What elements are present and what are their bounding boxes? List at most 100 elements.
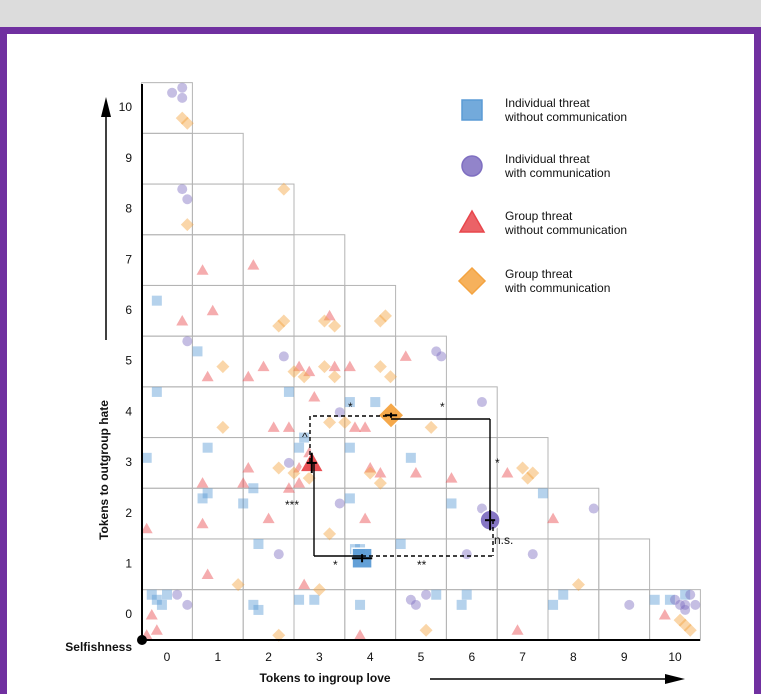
point	[680, 589, 691, 600]
x-axis-label: Tokens to ingroup love	[259, 671, 390, 685]
point	[409, 467, 422, 478]
point	[588, 503, 599, 514]
legend-label: Individual threat without communication	[505, 96, 628, 124]
point	[363, 466, 377, 480]
point	[410, 599, 421, 610]
grid-cell	[547, 487, 600, 540]
point	[231, 578, 245, 592]
point	[146, 589, 157, 600]
y-axis-label: Tokens to outgroup hate	[97, 400, 111, 540]
point	[277, 182, 291, 196]
x-tick-label: 2	[265, 650, 272, 664]
y-tick-label: 4	[125, 404, 132, 418]
annotation: n.s.	[494, 533, 513, 547]
point	[172, 589, 183, 600]
point	[399, 350, 412, 361]
point	[673, 613, 687, 627]
point	[374, 467, 387, 478]
point	[370, 397, 381, 408]
point	[624, 599, 635, 610]
legend-label: Group threat with communication	[505, 267, 611, 295]
x-tick-label: 5	[418, 650, 425, 664]
x-tick-label: 3	[316, 650, 323, 664]
point	[242, 370, 255, 382]
grid-cell	[191, 132, 244, 185]
point	[140, 522, 153, 534]
point	[167, 87, 178, 98]
point	[196, 517, 209, 529]
point	[359, 512, 372, 524]
point	[283, 386, 294, 397]
y-tick-label: 2	[125, 506, 132, 520]
point	[547, 512, 560, 524]
point	[273, 549, 284, 560]
point	[571, 578, 585, 592]
point	[323, 527, 337, 541]
point	[405, 594, 416, 605]
top-bar	[0, 0, 761, 28]
point	[216, 360, 230, 374]
point	[501, 467, 514, 478]
x-tick-label: 7	[519, 650, 526, 664]
legend-label: Group threat without communication	[505, 209, 628, 237]
grid-cell	[242, 183, 295, 236]
point	[182, 336, 193, 347]
point	[262, 512, 275, 524]
legend-marker	[457, 266, 487, 296]
point	[180, 116, 194, 130]
y-tick-label: 8	[125, 202, 132, 216]
point	[196, 477, 209, 488]
point	[182, 599, 193, 610]
point	[678, 618, 692, 632]
point	[395, 539, 406, 550]
point	[299, 432, 310, 443]
point	[175, 111, 189, 125]
point	[446, 498, 457, 509]
point	[354, 629, 367, 640]
point	[675, 599, 686, 610]
point	[298, 578, 311, 590]
point	[277, 314, 291, 328]
point	[359, 421, 372, 432]
point	[308, 390, 321, 402]
y-tick-label: 9	[125, 151, 132, 165]
x-tick-label: 4	[367, 650, 374, 664]
point	[156, 599, 167, 610]
point	[683, 623, 697, 637]
point	[323, 415, 337, 429]
point	[201, 568, 214, 579]
point	[162, 589, 172, 600]
point	[355, 599, 366, 610]
point	[192, 346, 203, 357]
y-tick-label: 7	[125, 252, 132, 266]
annotation: **	[417, 558, 427, 572]
point	[272, 319, 286, 333]
annotation: *	[348, 400, 353, 414]
point	[176, 314, 189, 326]
point	[267, 421, 280, 432]
x-tick-label: 9	[621, 650, 628, 664]
point	[182, 194, 193, 205]
point	[461, 589, 472, 600]
point	[282, 482, 295, 493]
point	[526, 466, 540, 480]
point	[238, 498, 249, 509]
y-arrow-head	[101, 97, 111, 117]
point	[670, 594, 680, 605]
point	[278, 351, 289, 362]
point	[180, 218, 194, 232]
grid-cell	[445, 386, 498, 439]
point	[141, 452, 152, 463]
y-tick-label: 6	[125, 303, 132, 317]
point	[323, 309, 336, 321]
legend-label: Individual threat with communication	[505, 152, 611, 180]
point	[334, 498, 345, 509]
grid-cell	[496, 437, 549, 489]
point	[177, 82, 188, 93]
annotation: ^	[302, 430, 308, 444]
point	[461, 549, 472, 560]
point	[177, 184, 188, 195]
point	[516, 461, 530, 475]
point	[294, 594, 305, 605]
point	[272, 628, 286, 642]
